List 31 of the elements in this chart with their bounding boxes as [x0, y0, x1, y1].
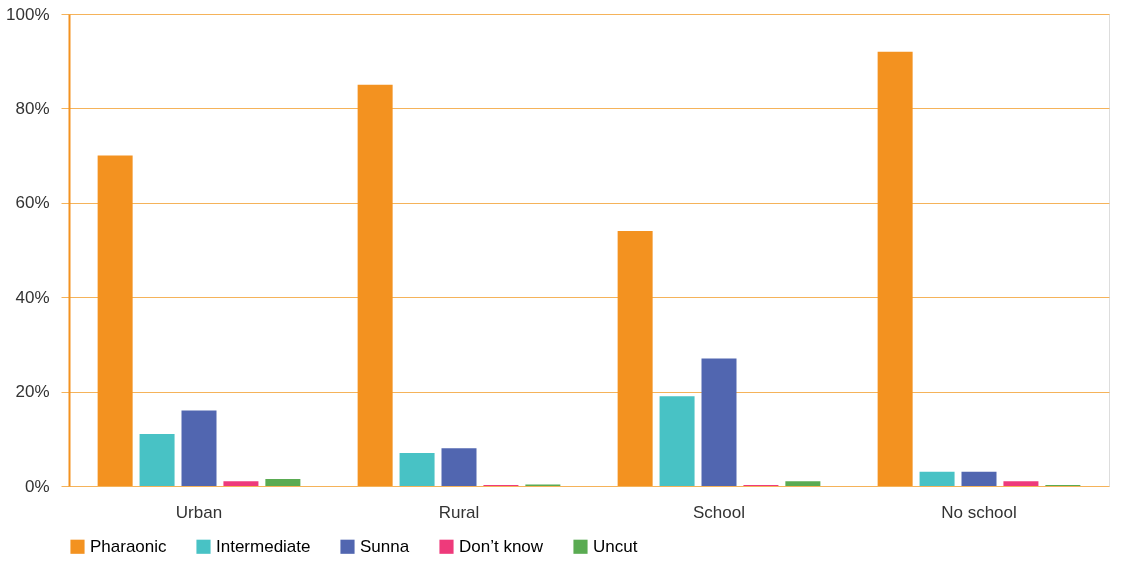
x-tick-label: Rural — [438, 502, 480, 522]
legend-label: Uncut — [593, 536, 638, 556]
x-tick-label: Urban — [175, 502, 223, 522]
y-tick-label: 80% — [15, 98, 50, 118]
y-tick-label: 0% — [24, 476, 50, 496]
legend-label: Intermediate — [216, 536, 311, 556]
bar — [617, 231, 653, 486]
bar — [961, 471, 997, 486]
bar — [659, 396, 695, 486]
bar — [1003, 481, 1039, 486]
y-tick-label: 20% — [15, 382, 50, 402]
legend-label: Pharaonic — [90, 536, 168, 556]
bar — [139, 434, 175, 486]
y-tick-label: 40% — [15, 287, 50, 307]
bar — [357, 84, 393, 486]
bar — [97, 155, 133, 486]
x-tick-label: No school — [941, 502, 1017, 522]
bar — [441, 448, 477, 486]
bar — [785, 481, 821, 486]
bar — [181, 410, 217, 486]
bar — [399, 452, 435, 486]
legend-label: Don’t know — [459, 536, 544, 556]
x-tick-label: School — [693, 502, 745, 522]
bar — [919, 471, 955, 486]
bar — [877, 51, 913, 486]
bar — [223, 481, 259, 486]
bar — [701, 358, 737, 486]
y-tick-label: 100% — [6, 4, 50, 24]
y-tick-label: 60% — [15, 193, 50, 213]
legend-label: Sunna — [360, 536, 410, 556]
bar — [265, 478, 301, 486]
